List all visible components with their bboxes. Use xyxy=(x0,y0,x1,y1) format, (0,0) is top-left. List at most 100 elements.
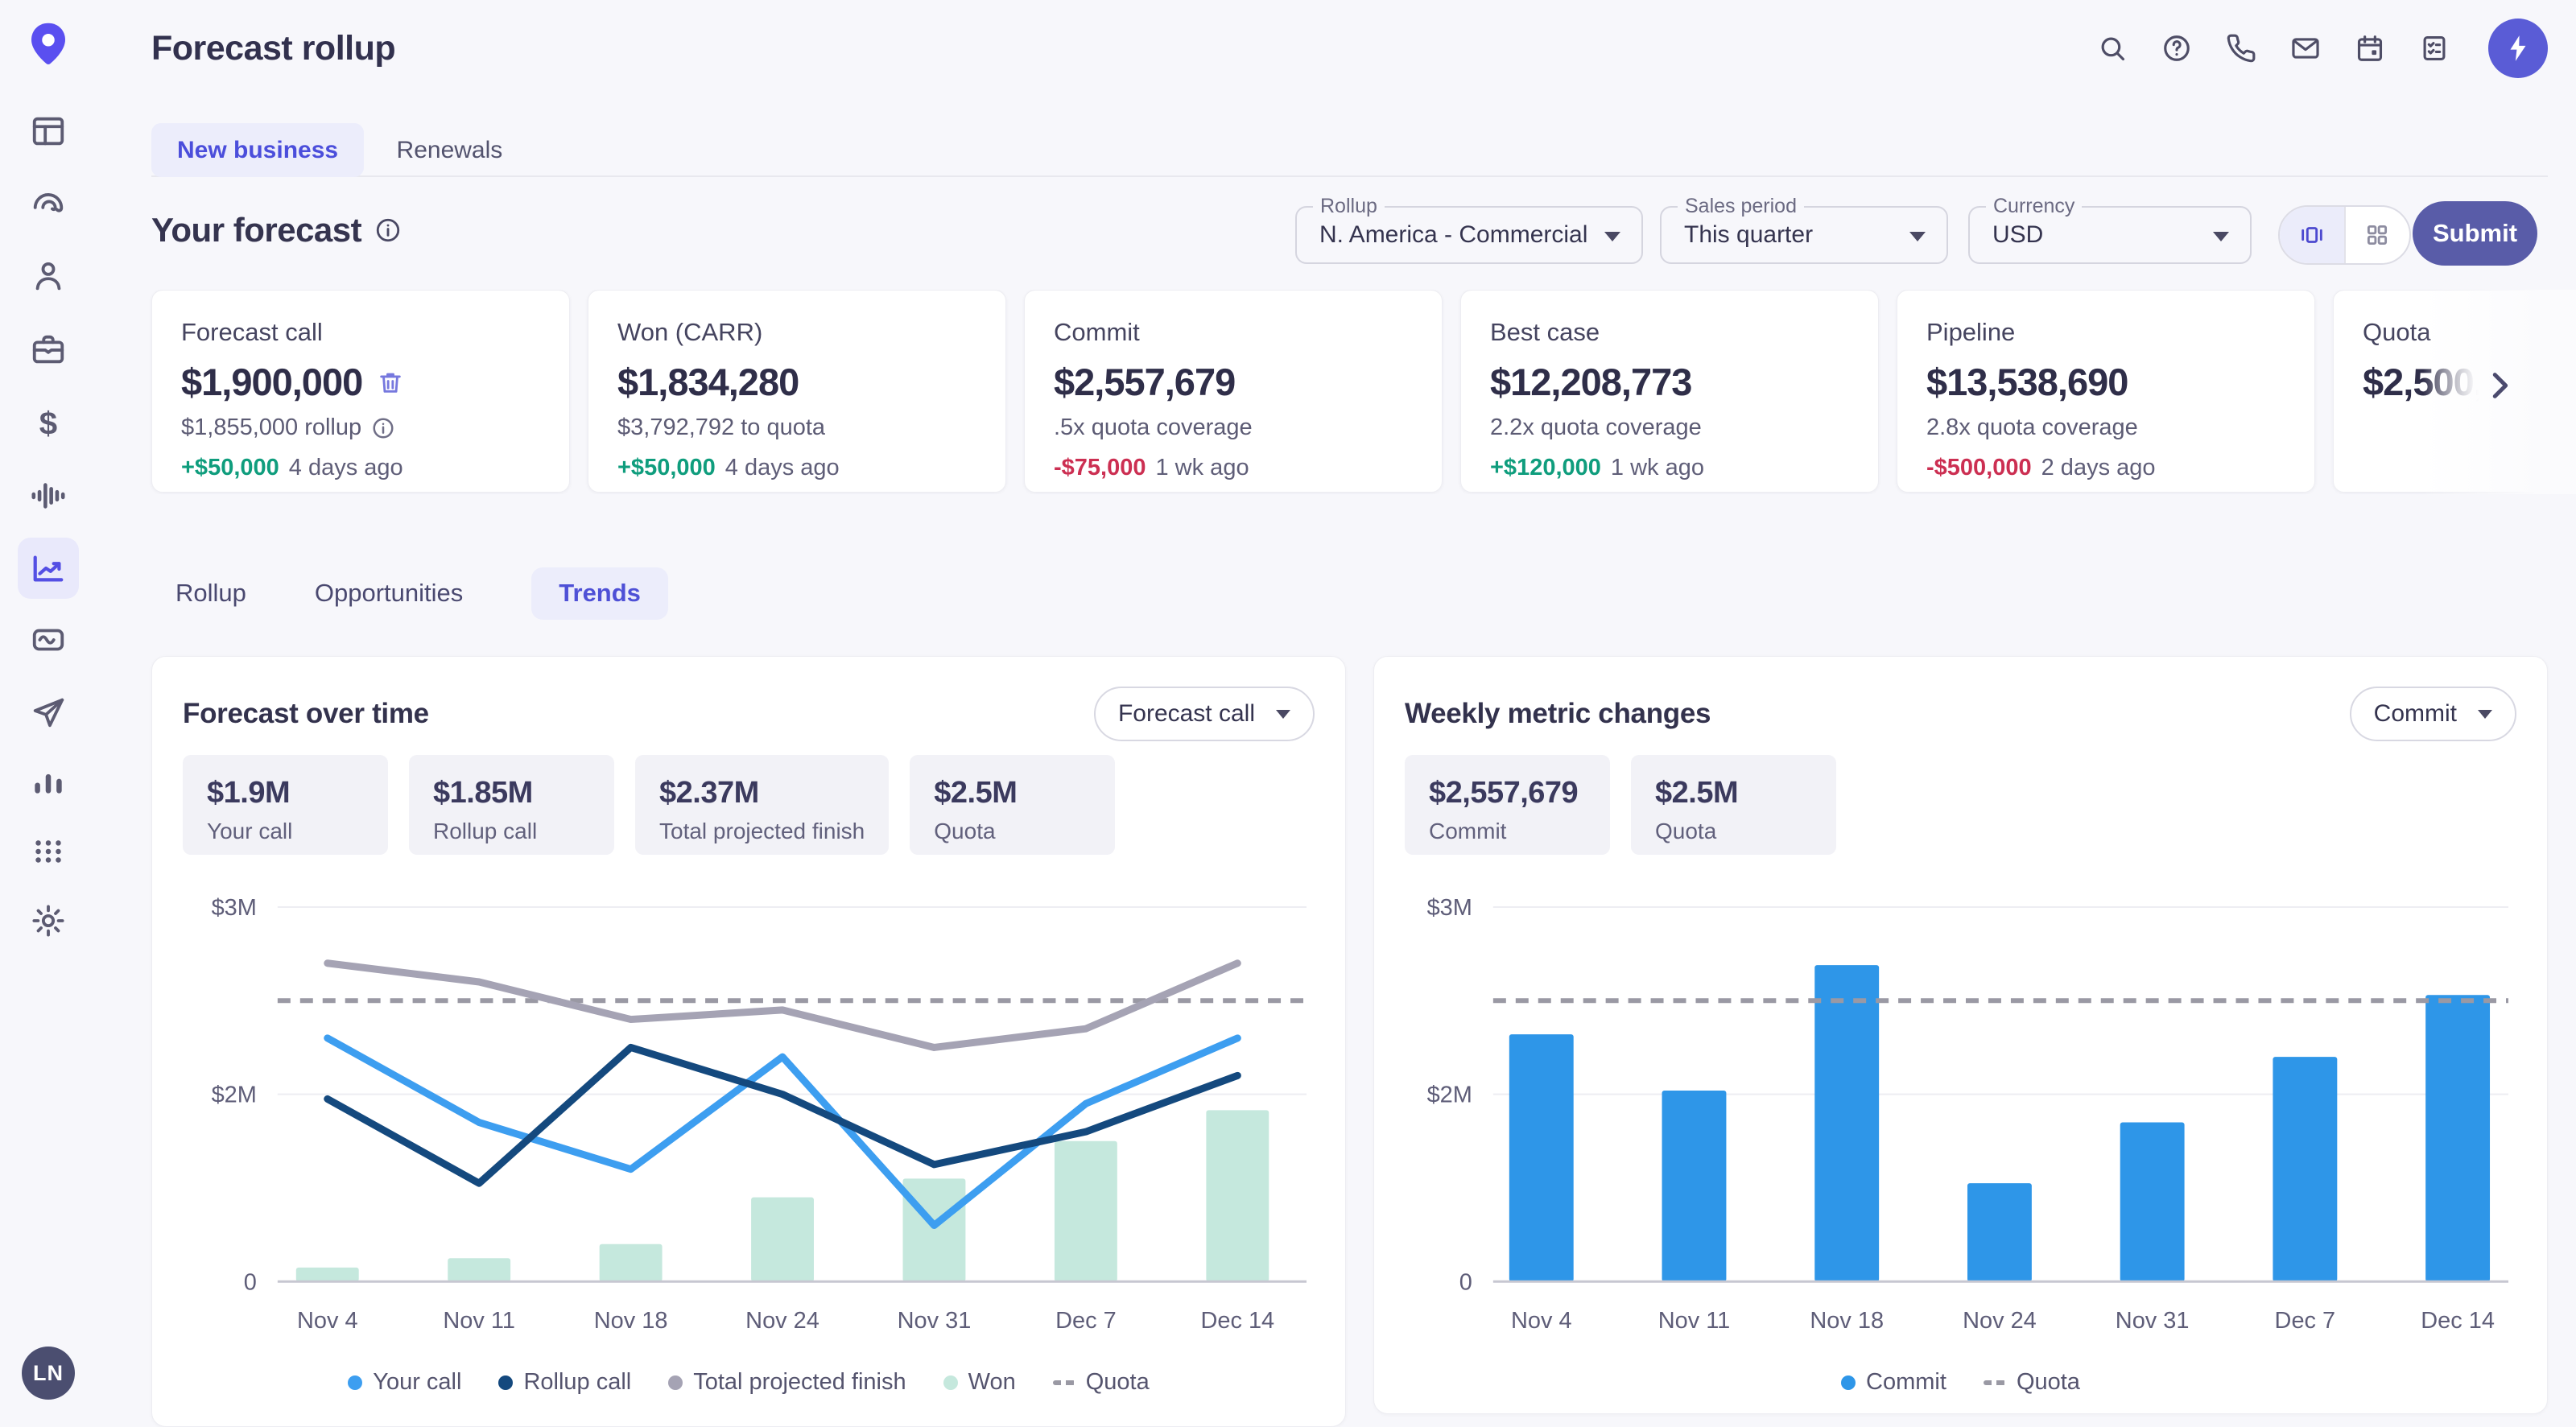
card-subtitle: 2.8x quota coverage xyxy=(1926,414,2138,440)
svg-text:0: 0 xyxy=(244,1269,257,1295)
legend-dot xyxy=(348,1375,363,1390)
tab-renewals[interactable]: Renewals xyxy=(396,136,503,163)
subtab-rollup[interactable]: Rollup xyxy=(175,579,246,607)
sidebar-item-user-icon[interactable] xyxy=(18,245,79,307)
sidebar-item-gauge-icon[interactable] xyxy=(18,173,79,234)
flash-avatar-button[interactable] xyxy=(2488,19,2548,78)
card-won-carr: Won (CARR) $1,834,280 $3,792,792 to quot… xyxy=(588,290,1006,493)
header-actions xyxy=(2097,19,2548,78)
card-subtitle: $1,855,000 rollup xyxy=(181,414,362,440)
tasks-icon[interactable] xyxy=(2419,33,2450,64)
svg-text:Dec 14: Dec 14 xyxy=(1200,1308,1274,1334)
sidebar-item-bar-chart-icon[interactable] xyxy=(18,749,79,810)
legend-your-call: Your call xyxy=(348,1369,461,1396)
svg-text:Nov 24: Nov 24 xyxy=(745,1308,819,1334)
weekly-metric-changes-panel: Weekly metric changes Commit $2,557,679 C… xyxy=(1373,656,2548,1414)
subtab-trends[interactable]: Trends xyxy=(531,567,668,620)
grid-view-button[interactable] xyxy=(2343,207,2410,263)
section-heading: Your forecast xyxy=(151,211,362,249)
calendar-icon[interactable] xyxy=(2355,33,2385,64)
card-subtitle: .5x quota coverage xyxy=(1054,414,1253,440)
weekly-metric-select-value: Commit xyxy=(2373,700,2457,727)
legend-dot xyxy=(668,1375,683,1390)
card-title: Pipeline xyxy=(1926,318,2016,346)
legend-dash xyxy=(1052,1380,1075,1385)
user-avatar[interactable]: LN xyxy=(22,1347,75,1400)
svg-text:Nov 11: Nov 11 xyxy=(443,1308,515,1334)
delta-amount: +$50,000 xyxy=(617,455,716,480)
delta-amount: +$50,000 xyxy=(181,455,279,480)
delta-time: 4 days ago xyxy=(288,455,403,480)
trash-icon[interactable] xyxy=(377,369,404,396)
panel-title: Forecast over time xyxy=(183,698,429,729)
delta-amount: +$120,000 xyxy=(1490,455,1601,480)
forecast-metric-select-value: Forecast call xyxy=(1117,700,1255,727)
svg-text:Nov 24: Nov 24 xyxy=(1963,1308,2037,1334)
card-value: $12,208,773 xyxy=(1490,361,1692,403)
forecast-over-time-chart: 0 $2M $3M Nov 4 Nov 11 Nov 18 Nov 24 Nov 31 Dec … xyxy=(212,895,1307,1334)
info-icon[interactable] xyxy=(374,217,402,244)
chevron-down-icon xyxy=(1909,232,1926,241)
svg-text:Nov 31: Nov 31 xyxy=(898,1308,972,1334)
sidebar-item-apps-grid-icon[interactable] xyxy=(18,820,79,881)
card-best-case: Best case $12,208,773 2.2x quota coverag… xyxy=(1460,290,1879,493)
card-forecast-call: Forecast call $1,900,000 $1,855,000 roll… xyxy=(151,290,570,493)
subtab-opportunities[interactable]: Opportunities xyxy=(314,579,464,607)
sales-period-select-label: Sales period xyxy=(1678,195,1804,218)
search-icon[interactable] xyxy=(2097,33,2128,64)
chevron-down-icon xyxy=(2213,232,2229,241)
sidebar-item-waveform-icon[interactable] xyxy=(18,465,79,526)
card-value: $2,500, xyxy=(2363,361,2484,403)
info-icon[interactable] xyxy=(371,416,395,440)
forecast-subtabs: Rollup Opportunities Trends xyxy=(175,567,668,620)
legend-dot xyxy=(943,1375,958,1390)
legend-quota: Quota xyxy=(1052,1369,1150,1396)
legend-dot xyxy=(498,1375,514,1390)
weekly-metric-select[interactable]: Commit xyxy=(2349,687,2516,741)
scroll-right-chevron-icon[interactable] xyxy=(2481,367,2518,404)
rollup-select-label: Rollup xyxy=(1313,195,1385,218)
card-title: Forecast call xyxy=(181,318,323,346)
delta-time: 2 days ago xyxy=(2041,455,2156,480)
chart-legend: Commit Quota xyxy=(1405,1369,2516,1396)
card-title: Won (CARR) xyxy=(617,318,763,346)
chip-rollup-call: $1.85M Rollup call xyxy=(409,755,614,855)
rollup-select[interactable]: Rollup N. America - Commercial xyxy=(1295,195,1643,264)
tab-new-business[interactable]: New business xyxy=(151,123,365,177)
carousel-view-button[interactable] xyxy=(2280,207,2344,263)
app-logo-pin-icon[interactable] xyxy=(24,16,72,72)
card-value: $13,538,690 xyxy=(1926,361,2128,403)
delta-time: 1 wk ago xyxy=(1610,455,1704,480)
mail-icon[interactable] xyxy=(2290,33,2321,64)
weekly-metric-changes-chart: 0 $2M $3M Nov 4 Nov 11 Nov 18 Nov 24 Nov 31 Dec … xyxy=(1427,895,2509,1334)
card-value: $1,900,000 xyxy=(181,361,363,403)
summary-chips: $1.9M Your call $1.85M Rollup call $2.37M T… xyxy=(183,755,1315,855)
phone-icon[interactable] xyxy=(2226,33,2256,64)
card-title: Best case xyxy=(1490,318,1600,346)
card-value: $2,557,679 xyxy=(1054,361,1236,403)
sidebar-item-trend-chart-icon[interactable] xyxy=(18,538,79,599)
svg-text:Nov 18: Nov 18 xyxy=(594,1308,668,1334)
sidebar-item-layout-icon[interactable] xyxy=(18,101,79,162)
sidebar-item-settings-gear-icon[interactable] xyxy=(18,890,79,951)
chevron-down-icon xyxy=(2478,709,2492,719)
svg-text:Dec 7: Dec 7 xyxy=(2275,1308,2336,1334)
sidebar-item-deal-wave-icon[interactable] xyxy=(18,609,79,670)
currency-select-value: USD xyxy=(1992,221,2044,248)
svg-text:Nov 4: Nov 4 xyxy=(1511,1308,1572,1334)
sales-period-select[interactable]: Sales period This quarter xyxy=(1660,195,1948,264)
delta-amount: -$75,000 xyxy=(1054,455,1146,480)
svg-text:Nov 4: Nov 4 xyxy=(297,1308,358,1334)
submit-button[interactable]: Submit xyxy=(2413,201,2537,266)
sidebar-item-send-icon[interactable] xyxy=(18,682,79,743)
forecast-metric-select[interactable]: Forecast call xyxy=(1093,687,1315,741)
sidebar-item-briefcase-icon[interactable] xyxy=(18,319,79,380)
help-icon[interactable] xyxy=(2161,33,2192,64)
currency-select[interactable]: Currency USD xyxy=(1968,195,2252,264)
delta-time: 1 wk ago xyxy=(1155,455,1249,480)
sidebar-item-dollar-icon[interactable]: $ xyxy=(18,393,79,454)
legend-dot xyxy=(1841,1375,1856,1390)
svg-text:0: 0 xyxy=(1459,1269,1472,1295)
chip-commit: $2,557,679 Commit xyxy=(1405,755,1610,855)
svg-text:Nov 18: Nov 18 xyxy=(1810,1308,1884,1334)
